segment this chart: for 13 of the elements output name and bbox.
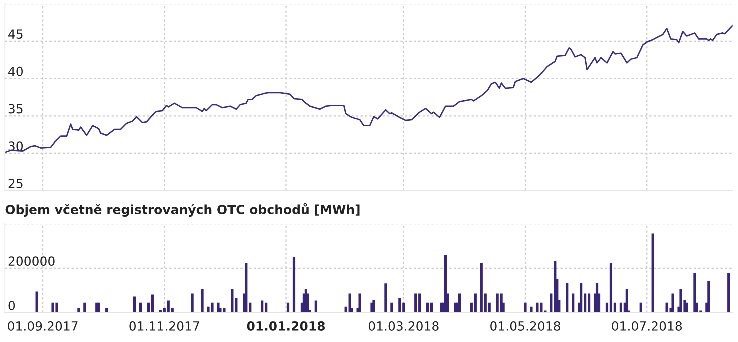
y-tick-label: 200000 — [8, 256, 55, 266]
x-tick-label: 01.07.2018 — [612, 321, 682, 331]
x-tick-label: 01.09.2017 — [8, 321, 78, 331]
y-tick-label: 40 — [8, 66, 24, 76]
x-tick-label: 01.11.2017 — [130, 321, 200, 331]
x-tick-label: 01.01.2018 — [247, 321, 326, 331]
y-tick-label: 0 — [8, 301, 16, 311]
y-tick-label: 35 — [8, 104, 23, 114]
y-tick-label: 25 — [8, 178, 23, 188]
chart-title: Objem včetně registrovaných OTC obchodů [MWh] — [6, 203, 360, 217]
x-tick-label: 01.03.2018 — [368, 321, 439, 331]
x-tick-label: 01.05.2018 — [490, 321, 560, 331]
y-tick-label: 45 — [8, 30, 23, 40]
